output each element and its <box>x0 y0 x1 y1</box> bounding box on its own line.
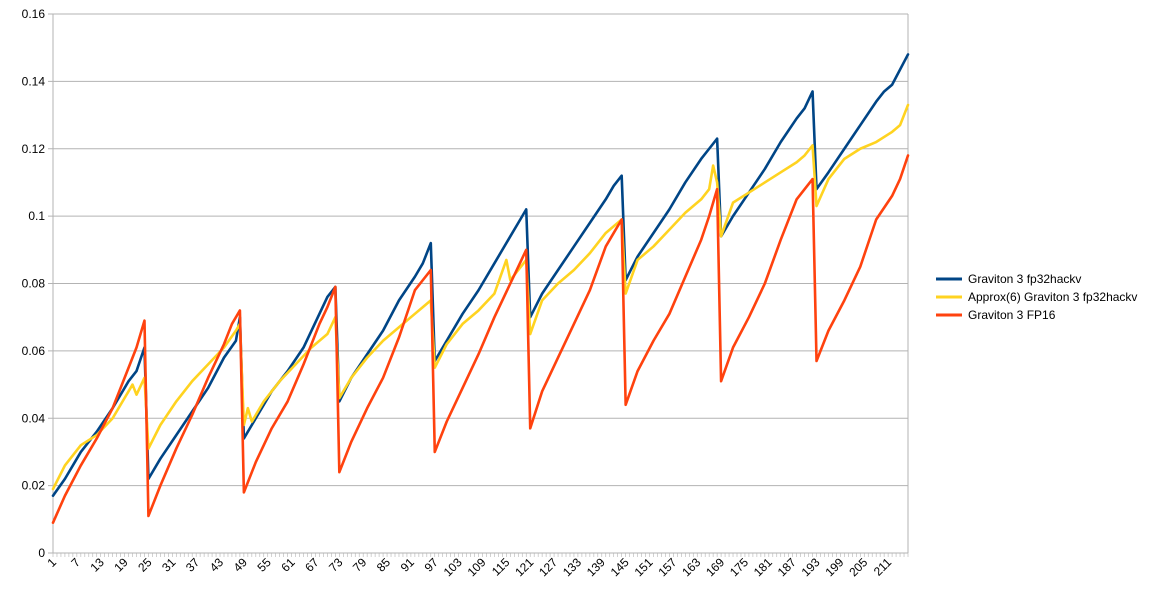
x-tick-labels: 1 7 13 19 25 31 37 43 49 55 61 67 73 79 85 91 97 103 109 11… <box>44 555 894 579</box>
series-lines <box>51 53 910 524</box>
x-tick-label: 175 <box>727 555 751 579</box>
legend-label: Graviton 3 FP16 <box>968 308 1056 322</box>
y-tick-label: 0 <box>38 546 45 560</box>
x-tick-label: 139 <box>584 555 608 579</box>
x-tick-label: 25 <box>135 555 155 575</box>
x-tick-label: 121 <box>512 555 536 579</box>
y-tick-label: 0.14 <box>22 74 46 88</box>
y-tick-label: 0.16 <box>22 7 46 21</box>
x-tick-label: 7 <box>68 555 83 570</box>
x-tick-label: 37 <box>183 555 203 575</box>
x-tick-label: 67 <box>302 555 322 575</box>
y-tick-label: 0.12 <box>22 142 46 156</box>
x-tick-label: 49 <box>231 555 251 575</box>
x-tick-label: 187 <box>775 555 799 579</box>
x-tick-label: 115 <box>489 555 513 579</box>
x-tick-label: 43 <box>207 555 227 575</box>
x-tick-label: 61 <box>278 555 298 575</box>
x-tick-label: 85 <box>374 555 394 575</box>
x-tick-label: 199 <box>822 555 846 579</box>
y-tick-label: 0.08 <box>22 277 46 291</box>
y-tick-label: 0.02 <box>22 479 46 493</box>
x-tick-label: 205 <box>846 555 870 579</box>
x-tick-label: 169 <box>703 555 727 579</box>
x-tick-label: 163 <box>679 555 703 579</box>
x-tick-label: 145 <box>608 555 632 579</box>
x-tick-label: 193 <box>799 555 823 579</box>
y-tick-label: 0.06 <box>22 344 46 358</box>
x-tick-label: 19 <box>111 555 131 575</box>
axes <box>48 13 909 557</box>
x-tick-label: 151 <box>632 555 656 579</box>
x-tick-label: 79 <box>350 555 370 575</box>
x-tick-label: 127 <box>536 555 560 579</box>
x-tick-label: 97 <box>422 555 442 575</box>
x-tick-label: 31 <box>159 555 179 575</box>
legend: Graviton 3 fp32hackv Approx(6) Graviton 3… <box>936 272 1137 322</box>
y-tick-label: 0.1 <box>28 209 45 223</box>
y-tick-labels: 0 0.02 0.04 0.06 0.08 0.1 0.12 0.14 0.16 <box>22 7 46 560</box>
x-tick-label: 55 <box>255 555 275 575</box>
x-tick-label: 103 <box>441 555 465 579</box>
x-tick-label: 73 <box>326 555 346 575</box>
legend-label: Approx(6) Graviton 3 fp32hackv <box>968 290 1137 304</box>
y-tick-label: 0.04 <box>22 411 46 425</box>
x-tick-label: 109 <box>465 555 489 579</box>
x-tick-label: 1 <box>44 555 59 570</box>
series-line-2 <box>51 103 910 491</box>
series-line-3 <box>51 154 910 524</box>
x-tick-label: 211 <box>871 555 895 579</box>
legend-label: Graviton 3 fp32hackv <box>968 272 1081 286</box>
x-tick-label: 91 <box>398 555 418 575</box>
x-tick-label: 13 <box>87 555 107 575</box>
gridlines <box>53 13 908 487</box>
x-tick-label: 133 <box>560 555 584 579</box>
x-tick-label: 181 <box>751 555 775 579</box>
series-line-1 <box>51 53 910 498</box>
x-tick-label: 157 <box>655 555 679 579</box>
